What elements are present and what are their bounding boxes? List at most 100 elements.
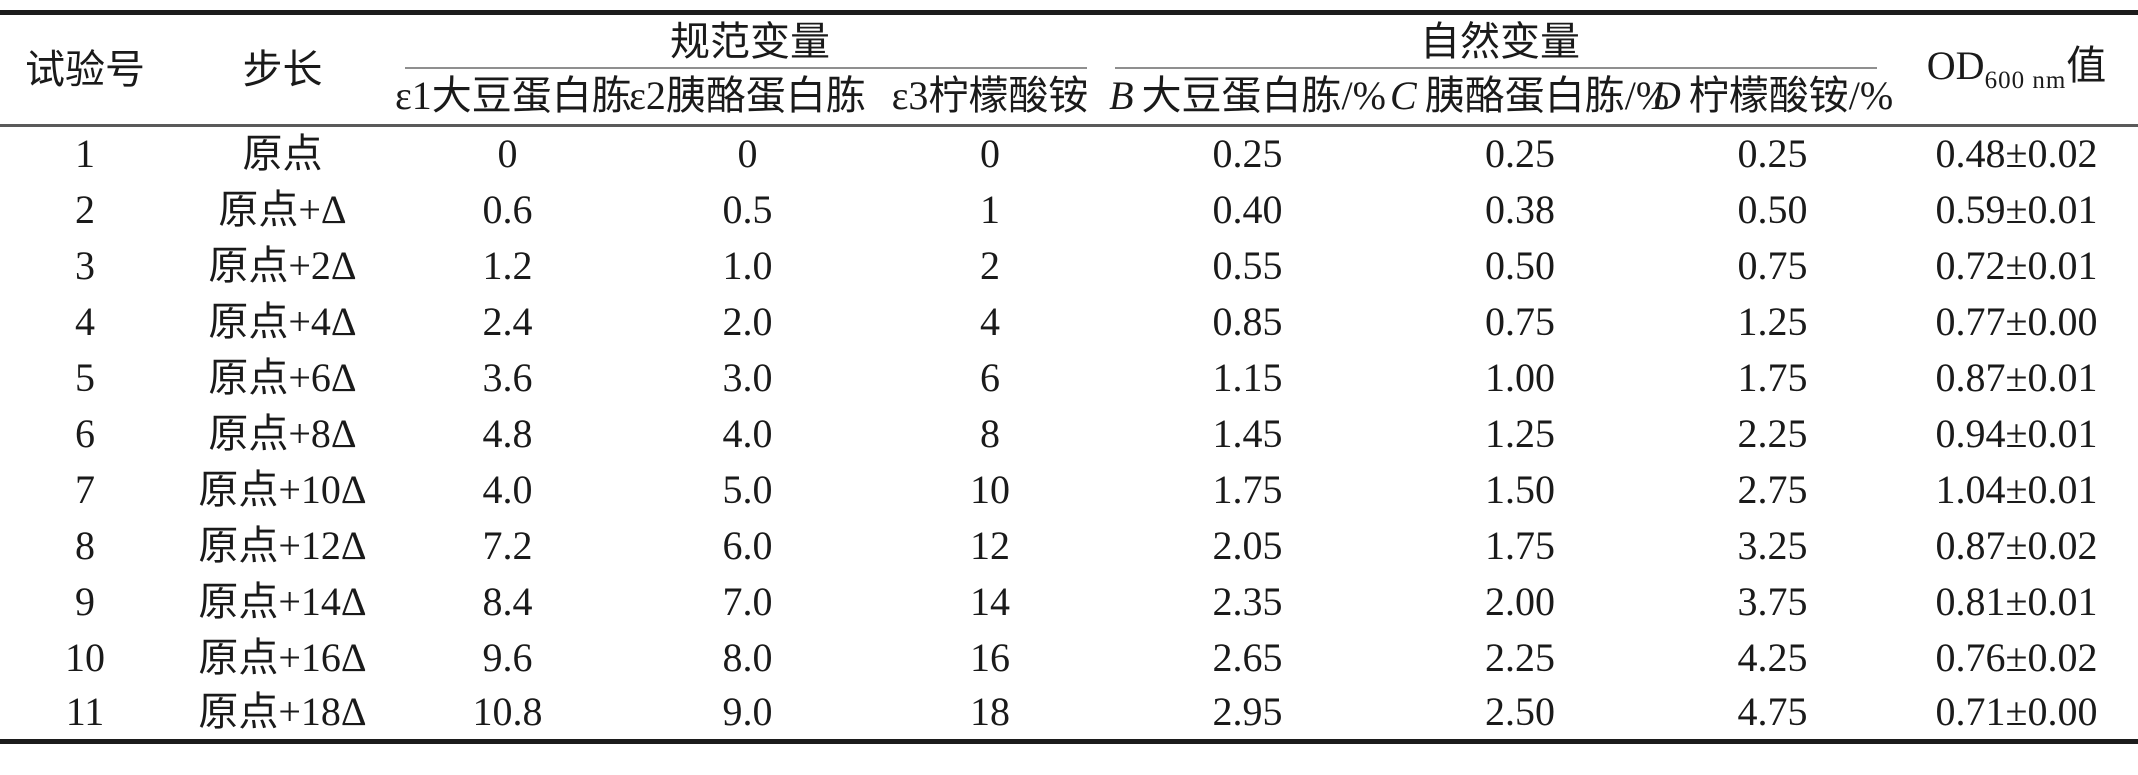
experiment-data-table: 试验号 步长 规范变量 自然变量 OD600 nm值 ε1大豆蛋白胨 ε2胰酪蛋… (0, 10, 2138, 744)
table-cell: 3 (75, 242, 95, 288)
table-cell: 0.38 (1485, 186, 1556, 232)
od-suffix: 值 (2066, 43, 2107, 89)
table-row: 10 原点+16Δ 9.6 8.0 16 2.65 2.25 4.25 0.76±0.02 (0, 630, 2138, 686)
table-cell: 10 (970, 466, 1010, 512)
table-cell: 0.50 (1485, 242, 1556, 288)
table-cell: 10.8 (395, 685, 620, 744)
variable-letter-d: D (1651, 73, 1681, 119)
table-cell: 9.0 (620, 685, 875, 744)
table-cell: 6 (75, 410, 95, 456)
table-cell: 8.4 (482, 578, 533, 624)
table-cell: 1.75 (1737, 354, 1808, 400)
table-cell: 1.0 (722, 242, 773, 288)
table-cell: 4.8 (482, 410, 533, 456)
column-header-eps3-ammonium-citrate: ε3柠檬酸铵 (875, 68, 1106, 127)
table-cell: 1.04±0.01 (1935, 466, 2098, 512)
column-header-b-label: 大豆蛋白胨/% (1141, 73, 1386, 119)
table-cell: 3.6 (482, 354, 533, 400)
table-cell: 1.2 (482, 242, 533, 288)
table-cell: 0.72±0.01 (1935, 242, 2098, 288)
table-cell: 1.75 (1485, 522, 1556, 568)
table-cell: 0 (497, 131, 518, 177)
table-cell: 2.25 (1737, 410, 1808, 456)
table-cell: 原点+Δ (218, 186, 347, 232)
table-cell: 0.5 (722, 186, 773, 232)
column-header-eps2-tryptone: ε2胰酪蛋白胨 (620, 68, 875, 127)
table-cell: 1.15 (1212, 354, 1283, 400)
table-cell: 5.0 (722, 466, 773, 512)
table-row: 6 原点+8Δ 4.8 4.0 8 1.45 1.25 2.25 0.94±0.01 (0, 406, 2138, 462)
table-cell: 原点+10Δ (198, 466, 367, 512)
column-header-b-soy-peptone-pct: B 大豆蛋白胨/% (1105, 68, 1391, 127)
column-header-od600: OD600 nm值 (1895, 10, 2138, 127)
table-cell: 原点+2Δ (208, 242, 357, 288)
table-cell: 0.87±0.01 (1935, 354, 2098, 400)
table-cell: 6.0 (722, 522, 773, 568)
table-cell: 4 (75, 298, 95, 344)
table-cell: 2 (980, 242, 1000, 288)
table-cell: 原点+4Δ (208, 298, 357, 344)
table-row: 3 原点+2Δ 1.2 1.0 2 0.55 0.50 0.75 0.72±0.01 (0, 238, 2138, 294)
table-cell: 4.0 (722, 410, 773, 456)
table-row: 1 原点 0 0 0 0.25 0.25 0.25 0.48±0.02 (0, 126, 2138, 182)
table-cell: 原点 (242, 131, 323, 177)
table-cell: 11 (0, 685, 170, 744)
table-cell: 2.35 (1212, 578, 1283, 624)
table-cell: 7 (75, 466, 95, 512)
table-cell: 1 (980, 186, 1000, 232)
variable-letter-b: B (1109, 73, 1134, 119)
table-row: 4 原点+4Δ 2.4 2.0 4 0.85 0.75 1.25 0.77±0.00 (0, 294, 2138, 350)
table-cell: 0.6 (482, 186, 533, 232)
table-cell: 0.75 (1485, 298, 1556, 344)
table-cell: 1 (75, 131, 95, 177)
table-cell: 16 (970, 634, 1010, 680)
table-cell: 9.6 (482, 634, 533, 680)
group-header-standardized-variables: 规范变量 (395, 10, 1106, 71)
table-cell: 1.25 (1737, 298, 1808, 344)
table-cell: 0.75 (1737, 242, 1808, 288)
table-row: 9 原点+14Δ 8.4 7.0 14 2.35 2.00 3.75 0.81±0.01 (0, 574, 2138, 630)
table-cell: 0.55 (1212, 242, 1283, 288)
table-cell: 0.59±0.01 (1935, 186, 2098, 232)
table-cell: 3.25 (1737, 522, 1808, 568)
table-cell: 原点+6Δ (208, 354, 357, 400)
table-cell: 0.76±0.02 (1935, 634, 2098, 680)
table-cell: 1.45 (1212, 410, 1283, 456)
table-cell: 0.81±0.01 (1935, 578, 2098, 624)
table-cell: 0.25 (1737, 131, 1808, 177)
table-cell: 14 (970, 578, 1010, 624)
table-row: 2 原点+Δ 0.6 0.5 1 0.40 0.38 0.50 0.59±0.01 (0, 182, 2138, 238)
table-cell: 4.0 (482, 466, 533, 512)
column-header-d-ammonium-citrate-pct: D 柠檬酸铵/% (1650, 68, 1896, 127)
table-row: 11 原点+18Δ 10.8 9.0 18 2.95 2.50 4.75 0.71±0.00 (0, 685, 2138, 744)
table-cell: 0.50 (1737, 186, 1808, 232)
column-header-d-label: 柠檬酸铵/% (1688, 73, 1894, 119)
table-cell: 12 (970, 522, 1010, 568)
table-cell: 4.25 (1737, 634, 1808, 680)
table-cell: 1.25 (1485, 410, 1556, 456)
table-cell: 0.94±0.01 (1935, 410, 2098, 456)
table-cell: 5 (75, 354, 95, 400)
table-cell: 0.77±0.00 (1935, 298, 2098, 344)
group-header-row: 试验号 步长 规范变量 自然变量 OD600 nm值 (0, 10, 2138, 127)
table-cell: 10 (65, 634, 105, 680)
table-row: 7 原点+10Δ 4.0 5.0 10 1.75 1.50 2.75 1.04±0.01 (0, 462, 2138, 518)
table-row: 8 原点+12Δ 7.2 6.0 12 2.05 1.75 3.25 0.87±0.02 (0, 518, 2138, 574)
table-cell: 2.75 (1737, 466, 1808, 512)
table-cell: 9 (75, 578, 95, 624)
table-cell: 0.25 (1485, 131, 1556, 177)
sub-header-row: ε1大豆蛋白胨 ε2胰酪蛋白胨 ε3柠檬酸铵 B 大豆蛋白胨/% C 胰酪蛋白胨/%… (0, 68, 2138, 127)
table-cell: 2.25 (1485, 634, 1556, 680)
table-cell: 4 (980, 298, 1000, 344)
table-cell: 2 (75, 186, 95, 232)
table-cell: 原点+14Δ (198, 578, 367, 624)
table-cell: 0.48±0.02 (1935, 131, 2098, 177)
table-cell: 0.85 (1212, 298, 1283, 344)
od-prefix: OD (1926, 43, 1985, 89)
table-cell: 2.05 (1212, 522, 1283, 568)
table-cell: 3.75 (1737, 578, 1808, 624)
table-cell: 8 (980, 410, 1000, 456)
table-row: 5 原点+6Δ 3.6 3.0 6 1.15 1.00 1.75 0.87±0.01 (0, 350, 2138, 406)
table-cell: 1.00 (1485, 354, 1556, 400)
table-cell: 2.50 (1390, 685, 1651, 744)
